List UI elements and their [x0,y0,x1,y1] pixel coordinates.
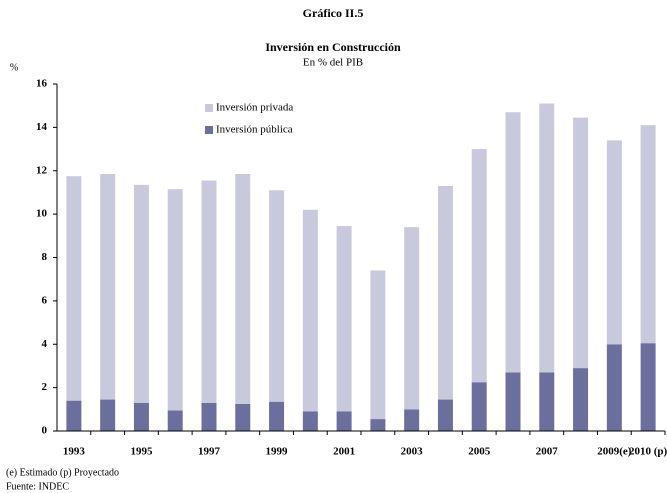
x-tick-label: 2010 (p) [629,446,667,458]
legend-label: Inversión privada [216,102,293,114]
bar-segment [235,403,251,431]
y-tick-label: 12 [36,164,48,176]
note: (e) Estimado (p) Proyectado [6,467,119,478]
bar-segment [302,411,318,431]
bar-segment [573,368,589,431]
bar-segment [100,174,116,400]
bar-segment [167,189,183,411]
y-tick-label: 2 [42,381,48,393]
y-tick-label: 10 [36,208,48,220]
legend-swatch [205,104,213,112]
y-tick-label: 8 [42,251,48,263]
x-tick-label: 1995 [130,446,153,458]
bar-segment [167,410,183,431]
y-tick-label: 0 [42,425,48,437]
bar-segment [539,103,555,373]
chart-title: Inversión en Construcción [265,40,401,54]
y-tick-label: 16 [36,78,48,90]
bar-segment [471,382,487,431]
chart-subtitle: En % del PIB [303,57,363,69]
note: Fuente: INDEC [6,481,69,492]
bar-segment [370,419,386,431]
x-tick-label: 2001 [333,446,355,458]
x-tick-label: 2003 [401,446,424,458]
bar-segment [302,209,318,412]
x-tick-label: 2009(e) [597,446,632,458]
bar-segment [606,140,622,345]
bar-segment [235,174,251,404]
bar-segment [640,125,656,344]
x-tick-label: 1997 [198,446,221,458]
x-tick-label: 1993 [63,446,86,458]
bar-segment [66,400,82,431]
bar-segment [539,372,555,431]
bar-segment [336,411,352,431]
bar-segment [133,402,149,431]
bar-segment [269,190,285,402]
bar-segment [437,185,453,400]
bar-segment [505,112,521,373]
bar-segment [201,402,217,431]
y-axis-label: % [10,62,18,73]
bar-segment [437,399,453,431]
x-tick-label: 2005 [468,446,491,458]
bar-segment [573,117,589,369]
legend-swatch [205,126,213,134]
bar-segment [606,344,622,431]
bar-segment [471,149,487,383]
bar-segment [404,227,420,410]
chart-supertitle: Gráfico II.5 [303,6,364,20]
bar-segment [505,372,521,431]
bar-segment [404,409,420,431]
y-tick-label: 4 [42,338,48,350]
y-tick-label: 6 [42,294,48,306]
bar-segment [201,180,217,403]
bar-segment [100,399,116,431]
bar-segment [66,176,82,401]
bar-segment [133,184,149,403]
bar-segment [370,270,386,420]
x-tick-label: 1999 [266,446,289,458]
legend-label: Inversión pública [216,124,293,136]
y-tick-label: 14 [36,121,48,133]
bar-segment [640,343,656,431]
x-tick-label: 2007 [536,446,559,458]
bar-segment [269,401,285,431]
bar-segment [336,226,352,412]
